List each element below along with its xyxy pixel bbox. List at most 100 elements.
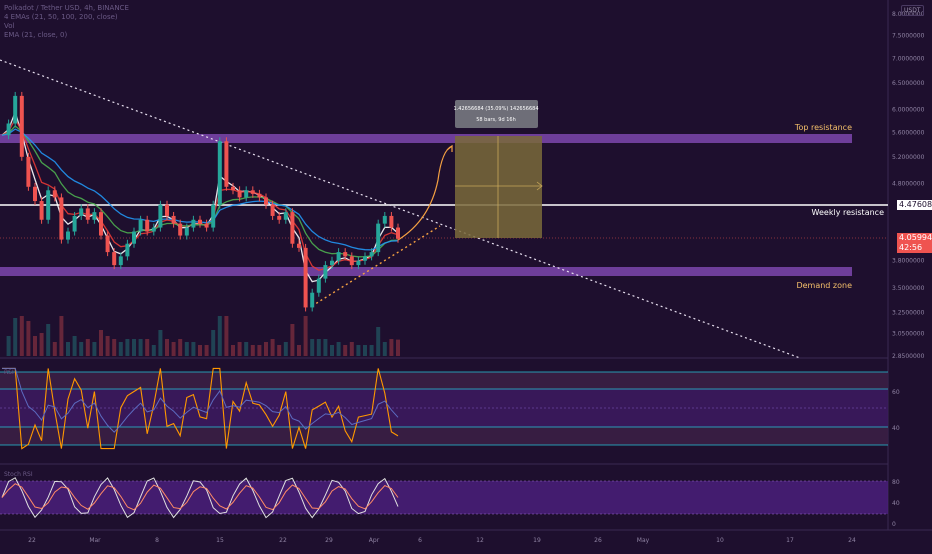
volume-bar: [26, 321, 31, 356]
rsi-lower-band: [0, 427, 888, 445]
volume-bar: [297, 345, 301, 356]
volume-bar: [92, 342, 97, 356]
time-tick-label: 8: [155, 537, 159, 544]
volume-bar: [39, 333, 44, 356]
time-tick-label: 22: [28, 537, 36, 544]
candle-body: [343, 252, 348, 257]
time-tick-label: 10: [716, 537, 724, 544]
stoch-d-line: [1, 483, 399, 511]
volume-bar: [52, 342, 57, 356]
projection-arrowhead: [536, 181, 543, 191]
price-axis[interactable]: 8.0000000 7.5000000 7.0000000 6.5000000 6.00…: [892, 11, 925, 360]
candle-body: [191, 219, 196, 228]
candle-body: [132, 231, 136, 244]
candle-body: [336, 252, 341, 261]
price-tick-label: 6.5000000: [892, 80, 925, 87]
candle-body: [257, 193, 262, 198]
price-tick-label: 2.8500000: [892, 353, 925, 360]
candle-body: [92, 212, 97, 220]
volume-bar: [112, 339, 117, 356]
time-tick-label: 29: [325, 537, 333, 544]
time-tick-label: Mar: [89, 537, 101, 544]
time-tick-label: 17: [786, 537, 794, 544]
candle-body: [19, 95, 24, 157]
volume-bar: [191, 342, 196, 356]
volume-bar: [270, 339, 275, 356]
weekly-resistance-price-tag: 4.4760823: [897, 200, 932, 210]
volume-bar: [217, 316, 222, 356]
volume-bar: [330, 345, 334, 356]
candle-body: [39, 201, 44, 220]
stoch-tick-0: 0: [892, 521, 896, 528]
legend-symbol[interactable]: Polkadot / Tether USD, 4h, BINANCE: [4, 4, 129, 12]
stoch-k-line: [1, 477, 399, 519]
volume-bar: [204, 345, 209, 356]
volume-bar: [13, 318, 18, 356]
candle-body: [99, 212, 103, 236]
price-tick-label: 4.8000000: [892, 180, 925, 187]
volume-bar: [316, 339, 321, 356]
rsi-ma-line: [2, 367, 399, 433]
candle-body: [277, 215, 282, 220]
volume-bar: [211, 330, 216, 356]
weekly-resistance-label: Weekly resistance: [812, 208, 885, 217]
volume-bar: [72, 336, 77, 356]
volume-bar: [46, 324, 51, 356]
candle-body: [138, 219, 143, 232]
time-tick-label: 26: [594, 537, 602, 544]
candle-body: [165, 204, 169, 216]
legend-volume[interactable]: Vol: [4, 22, 15, 30]
volume-bar: [105, 336, 110, 356]
candle-body: [303, 247, 308, 308]
candle-body: [310, 292, 315, 308]
price-tick-label: 7.0000000: [892, 55, 925, 62]
volume-bar: [118, 342, 123, 356]
measure-tooltip-line1: 1.42656684 (35.09%) 142656684: [454, 106, 539, 112]
stoch-band: [0, 481, 888, 514]
volume-bar: [257, 345, 262, 356]
time-axis[interactable]: 22 Mar 8 15 22 29 Apr 6 12 19 26 May 10 17 24: [28, 537, 856, 544]
candle-body: [382, 215, 387, 224]
volume-bar: [264, 342, 268, 356]
volume-bar: [79, 342, 84, 356]
rsi-tick-60: 60: [892, 389, 900, 396]
candle-body: [297, 243, 301, 248]
chart-legend: Polkadot / Tether USD, 4h, BINANCE 4 EMA…: [4, 4, 129, 40]
rsi-line: [2, 367, 399, 450]
candle-body: [198, 219, 202, 224]
candle-body: [112, 252, 117, 266]
legend-ema21[interactable]: EMA (21, close, 0): [4, 31, 68, 39]
top-resistance-label: Top resistance: [794, 123, 852, 132]
volume-bar: [151, 345, 156, 356]
volume-bar: [132, 339, 136, 356]
candle-body: [125, 243, 130, 257]
volume-bar: [145, 339, 150, 356]
time-tick-label: 15: [216, 537, 224, 544]
price-tick-label: 7.5000000: [892, 32, 925, 39]
candle-body: [52, 190, 57, 198]
volume-bar: [349, 342, 354, 356]
stoch-lines: [1, 477, 399, 519]
price-tick-label: 3.5000000: [892, 285, 925, 292]
candle-body: [356, 260, 361, 266]
candle-body: [105, 235, 110, 253]
volume-bar: [336, 342, 341, 356]
rising-support-line: [311, 225, 441, 307]
volume-bar: [6, 336, 11, 356]
legend-emas[interactable]: 4 EMAs (21, 50, 100, 200, close): [4, 13, 118, 21]
volume-bar: [231, 345, 235, 356]
volume-bar: [283, 342, 288, 356]
candle-body: [72, 215, 77, 232]
demand-zone: [0, 267, 852, 276]
volume-bar: [224, 316, 229, 356]
candle-body: [369, 252, 374, 257]
currency-badge[interactable]: USDT: [901, 5, 924, 16]
volume-bars: [6, 316, 400, 356]
candle-body: [79, 208, 84, 216]
rsi-panel-title: RSI: [4, 369, 14, 376]
stoch-tick-80: 80: [892, 479, 900, 486]
rsi-lines: [2, 367, 399, 450]
price-tick-label: 8.0000000: [892, 11, 925, 18]
volume-bar: [33, 336, 37, 356]
